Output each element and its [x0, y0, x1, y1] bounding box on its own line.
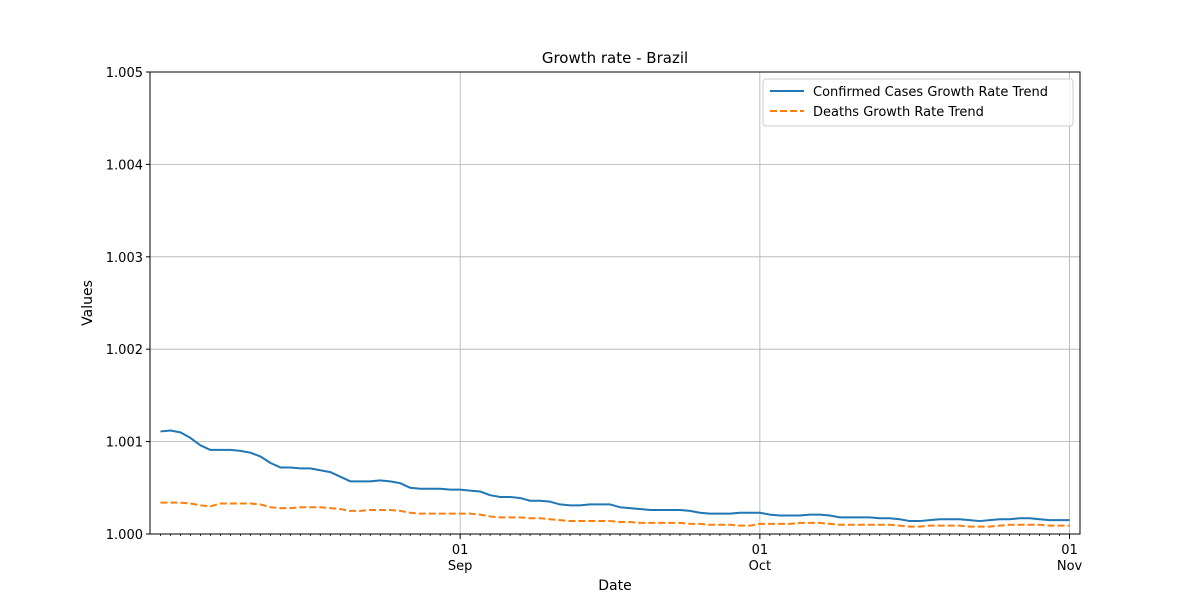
legend: Confirmed Cases Growth Rate Trend Deaths… [762, 78, 1074, 127]
y-tick-label: 1.002 [106, 343, 143, 358]
plot-frame [149, 71, 1081, 535]
y-axis-title: Values [80, 280, 96, 326]
y-tick-label: 1.004 [106, 158, 143, 173]
legend-label-deaths: Deaths Growth Rate Trend [813, 105, 984, 120]
chart-title: Growth rate - Brazil [542, 49, 688, 67]
legend-label-confirmed: Confirmed Cases Growth Rate Trend [813, 85, 1048, 100]
y-tick-label: 1.001 [106, 436, 143, 451]
x-tick-label-month: Oct [749, 559, 771, 574]
series-layer [160, 429, 1070, 528]
x-tick-label-day: 01 [752, 543, 769, 558]
x-axis-title: Date [598, 578, 631, 594]
series-line-deaths [160, 501, 1070, 528]
x-tick-label-month: Sep [448, 559, 473, 574]
x-tick-label-day: 01 [452, 543, 469, 558]
x-tick-label-day: 01 [1061, 543, 1078, 558]
series-line-confirmed [160, 429, 1070, 523]
x-tick-label-month: Nov [1057, 559, 1083, 574]
y-tick-label: 1.005 [106, 66, 143, 81]
y-tick-label: 1.000 [106, 528, 143, 543]
y-axis: 1.000 1.001 1.002 1.003 1.004 1.005 [106, 66, 150, 543]
y-tick-label: 1.003 [106, 251, 143, 266]
legend-box [762, 78, 1074, 127]
